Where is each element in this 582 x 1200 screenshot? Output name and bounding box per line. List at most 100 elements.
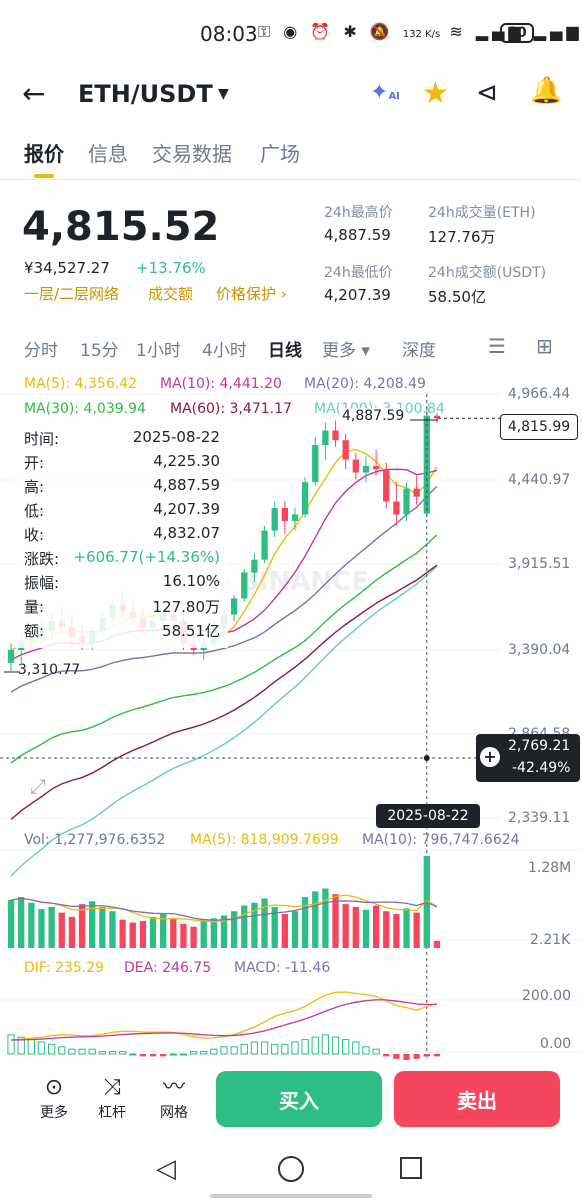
leverage-button[interactable]: ⤨ 杠杆 — [90, 1074, 134, 1122]
candle-body — [372, 466, 380, 470]
vol-eth-value: 127.76万 — [428, 228, 496, 246]
volume-bar — [190, 926, 197, 948]
volume-ma10-label: MA(10): 796,747.6624 — [362, 832, 520, 848]
ai-label: AI — [388, 91, 400, 102]
grid-button[interactable]: 〰 网格 — [152, 1074, 196, 1122]
caret-down-icon[interactable]: ▼ — [218, 86, 229, 102]
plus-icon[interactable]: + — [480, 747, 500, 767]
low-label: 24h最低价 — [324, 265, 393, 281]
tab-quote[interactable]: 报价 — [24, 142, 64, 166]
interval-1d[interactable]: 日线 — [268, 341, 302, 361]
crosshair-dot — [423, 755, 430, 761]
indicator-settings-icon[interactable]: ☰ — [488, 334, 506, 358]
tab-square[interactable]: 广场 — [260, 142, 300, 166]
grid-chart-icon: 〰 — [162, 1075, 185, 1100]
macd-hist-bar — [362, 1046, 370, 1055]
expand-icon[interactable]: ⤢ — [30, 774, 46, 798]
tab-trade-data[interactable]: 交易数据 — [152, 142, 232, 166]
macd-hist-bar — [139, 1054, 147, 1057]
volume-bar — [99, 906, 106, 948]
macd-hist-bar — [393, 1054, 400, 1059]
share-icon[interactable]: ⊲ — [476, 78, 498, 108]
ma100-line — [10, 566, 438, 877]
volume-bar — [58, 912, 65, 948]
tab-underline — [34, 174, 54, 178]
tooltip-label: 振幅: — [24, 574, 60, 592]
high-value: 4,887.59 — [324, 226, 391, 244]
candle-body — [301, 482, 309, 515]
tag-price-protection[interactable]: 价格保护 › — [216, 285, 287, 303]
crosshair-price-tag[interactable]: + 2,769.21 -42.49% — [476, 734, 580, 782]
macd-hist-bar — [383, 1054, 390, 1057]
interval-depth[interactable]: 深度 — [402, 341, 436, 361]
y-tick-label: 4,440.97 — [508, 472, 571, 488]
tooltip-label: 低: — [24, 502, 45, 520]
crosshair-date-tag: 2025-08-22 — [376, 804, 480, 828]
candle-body — [230, 598, 238, 615]
kline-chart[interactable]: ◆ BINANCE — [0, 0, 582, 1060]
candle-body — [332, 430, 339, 441]
candle-body — [433, 415, 441, 419]
tag-l1-l2[interactable]: 一层/二层网络 — [24, 285, 120, 303]
crosshair-price: 2,769.21 — [508, 738, 571, 754]
tooltip-label: 收: — [24, 526, 45, 544]
candle-body — [413, 488, 420, 497]
nav-back-icon[interactable]: ◁ — [156, 1154, 176, 1184]
volume-bar — [149, 916, 157, 948]
leverage-label: 杠杆 — [98, 1105, 126, 1121]
tooltip-open: 4,225.30 — [153, 452, 220, 470]
volume-bar — [200, 921, 207, 948]
nav-recents-icon[interactable] — [400, 1157, 422, 1179]
macd-dea-label: DEA: 246.75 — [124, 960, 212, 976]
tag-turnover[interactable]: 成交额 — [148, 285, 194, 303]
status-time: 08:03 — [200, 22, 258, 46]
volume-bar — [230, 911, 238, 948]
y-tick-label: 3,390.04 — [508, 642, 571, 658]
interval-timeshare[interactable]: 分时 — [24, 341, 58, 361]
macd-hist-bar — [108, 1051, 117, 1055]
ma60-line — [10, 564, 438, 820]
candle-body — [241, 572, 248, 599]
y-tick-label: 2,339.11 — [508, 810, 571, 826]
tab-info[interactable]: 信息 — [88, 142, 128, 166]
last-price: 4,815.52 — [22, 204, 220, 250]
nav-home-icon[interactable] — [278, 1156, 304, 1182]
candle-body — [423, 415, 430, 514]
volume-bar — [352, 906, 359, 948]
candle-body — [312, 445, 319, 483]
volume-bar — [139, 921, 147, 948]
bell-icon[interactable]: 🔔 — [530, 76, 563, 106]
more-button[interactable]: ⊙ 更多 — [32, 1074, 76, 1122]
buy-button[interactable]: 买入 — [216, 1071, 382, 1127]
ma10-legend: MA(10): 4,441.20 — [160, 376, 282, 392]
ma20-line — [10, 485, 438, 693]
interval-1h[interactable]: 1小时 — [136, 341, 181, 361]
leverage-icon: ⤨ — [103, 1075, 121, 1100]
star-icon[interactable]: ★ — [422, 76, 449, 111]
macd-hist-bar — [281, 1043, 289, 1055]
macd-hist-bar — [413, 1054, 420, 1059]
tooltip-low: 4,207.39 — [153, 500, 220, 518]
volume-bar — [433, 940, 441, 948]
volume-bar — [89, 901, 96, 948]
pair-title[interactable]: ETH/USDT — [78, 80, 213, 108]
macd-hist-bar — [423, 1054, 430, 1057]
interval-bar: 分时 15分 1小时 4小时 日线 更多 ▾ 深度 ☰ ⊞ — [0, 330, 582, 364]
tooltip-label: 额: — [24, 622, 45, 640]
interval-15m[interactable]: 15分 — [80, 341, 119, 361]
interval-4h[interactable]: 4小时 — [202, 341, 247, 361]
macd-hist-bar — [68, 1048, 76, 1055]
volume-bar — [160, 914, 167, 948]
layout-grid-icon[interactable]: ⊞ — [536, 334, 553, 358]
macd-hist-bar — [78, 1048, 86, 1055]
ai-sparkle-icon[interactable]: ✦AI — [370, 80, 400, 105]
volume-bar — [393, 914, 400, 948]
sell-button[interactable]: 卖出 — [394, 1071, 560, 1127]
system-nav-bar: ◁ — [0, 1140, 582, 1200]
volume-bar — [372, 905, 380, 948]
back-arrow-icon[interactable]: ← — [22, 77, 46, 110]
volume-bar — [220, 915, 228, 948]
candle-body — [281, 508, 288, 521]
macd-hist-bar — [7, 1034, 15, 1055]
interval-more[interactable]: 更多 ▾ — [322, 341, 370, 361]
